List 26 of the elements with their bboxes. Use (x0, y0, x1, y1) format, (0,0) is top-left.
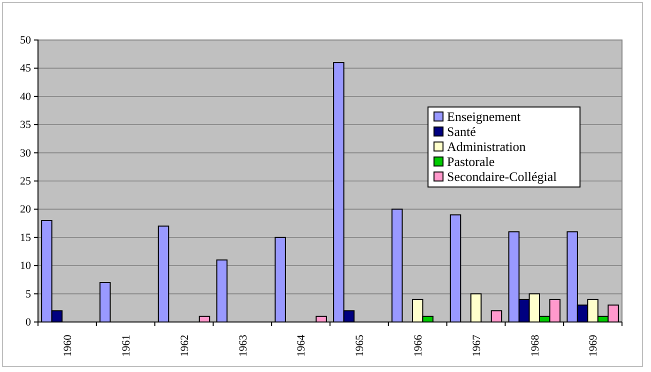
y-tick-label: 20 (20, 204, 32, 216)
x-tick-label: 1962 (178, 334, 191, 357)
x-tick-label: 1963 (237, 334, 250, 357)
x-tick-label: 1960 (62, 334, 74, 357)
y-tick-label: 30 (20, 147, 32, 160)
x-tick-label: 1966 (412, 334, 424, 357)
x-tick-label: 1961 (120, 334, 132, 357)
legend-label: Pastorale (447, 154, 495, 169)
legend-label: Administration (447, 139, 526, 154)
x-tick-label: 1965 (354, 334, 366, 357)
y-tick-label: 10 (20, 260, 32, 272)
x-tick-label: 1967 (470, 334, 483, 357)
legend-label: Enseignement (447, 109, 522, 124)
y-tick-label: 15 (20, 232, 32, 244)
y-tick-label: 40 (20, 90, 32, 103)
y-tick-label: 45 (20, 62, 32, 75)
x-tick-label: 1964 (296, 334, 308, 357)
y-tick-label: 35 (20, 119, 32, 132)
legend-label: Santé (447, 124, 476, 139)
y-tick-label: 5 (26, 288, 32, 300)
y-tick-label: 50 (20, 34, 32, 47)
y-tick-label: 25 (20, 176, 32, 188)
x-tick-label: 1968 (529, 334, 542, 357)
legend-label: Secondaire-Collégial (447, 169, 558, 184)
y-tick-label: 0 (26, 316, 32, 329)
x-tick-label: 1969 (588, 334, 600, 357)
